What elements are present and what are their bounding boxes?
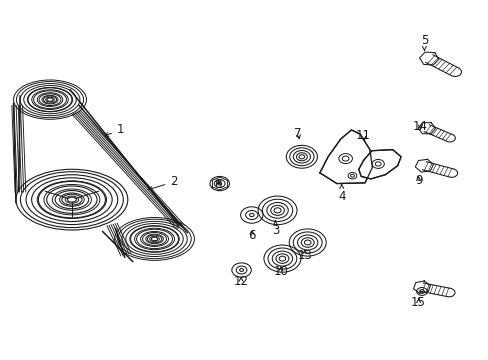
Text: 8: 8 (214, 178, 222, 191)
Text: 5: 5 (420, 34, 427, 50)
Text: 11: 11 (355, 129, 370, 142)
Text: 1: 1 (104, 123, 124, 136)
Text: 2: 2 (148, 175, 177, 190)
Text: 13: 13 (297, 248, 312, 261)
Text: 6: 6 (248, 229, 256, 242)
Text: 9: 9 (414, 174, 422, 187)
Polygon shape (358, 150, 400, 179)
Text: 4: 4 (337, 184, 345, 203)
Polygon shape (319, 130, 372, 184)
Text: 7: 7 (294, 127, 301, 140)
Text: 15: 15 (410, 296, 425, 309)
Text: 10: 10 (273, 265, 288, 278)
Text: 12: 12 (233, 275, 248, 288)
Text: 3: 3 (272, 221, 279, 237)
Text: 14: 14 (412, 120, 427, 133)
